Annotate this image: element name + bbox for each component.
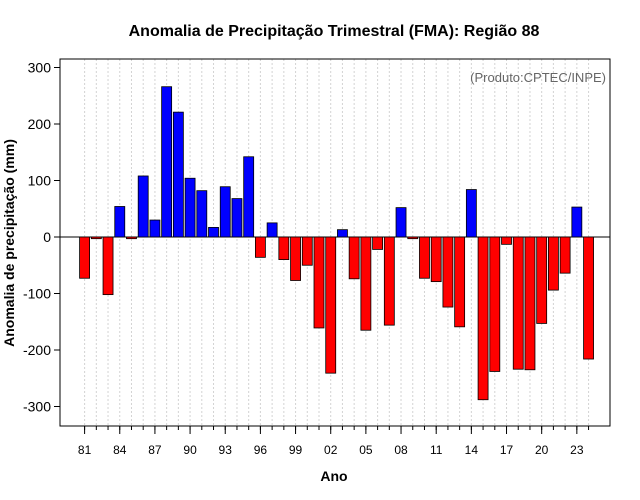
bar-2002 <box>325 236 337 374</box>
bar-2022 <box>559 236 571 274</box>
source-annotation: (Produto:CPTEC/INPE) <box>470 70 606 85</box>
y-tick-label: 300 <box>28 60 52 76</box>
bar-2021 <box>548 236 559 291</box>
bar-2007 <box>383 236 395 326</box>
bar-2005 <box>360 236 372 331</box>
x-tick-label: 90 <box>183 443 197 457</box>
bar-1984 <box>114 206 126 238</box>
bar-2018 <box>512 236 524 370</box>
y-axis-label: Anomalia de precipitação (mm) <box>1 139 17 347</box>
bar-1994 <box>231 198 243 238</box>
x-tick-label: 05 <box>359 443 373 457</box>
x-tick-label: 02 <box>324 443 338 457</box>
x-tick-label: 08 <box>394 443 408 457</box>
bar-2000 <box>301 236 313 266</box>
bar-2020 <box>536 236 548 324</box>
y-tick-label: -100 <box>23 286 51 302</box>
bar-1992 <box>208 226 219 238</box>
x-tick-label: 17 <box>500 443 514 457</box>
bar-2009 <box>407 236 419 240</box>
bars <box>79 86 594 401</box>
bar-2006 <box>372 236 384 250</box>
x-tick-label: 20 <box>535 443 549 457</box>
bar-1998 <box>278 236 290 261</box>
x-tick-label: 99 <box>289 443 303 457</box>
bar-1981 <box>79 236 90 279</box>
bar-1997 <box>266 222 278 238</box>
bar-2015 <box>477 236 489 401</box>
chart-title: Anomalia de Precipitação Trimestral (FMA… <box>129 23 540 40</box>
bar-1987 <box>149 219 161 238</box>
bar-2008 <box>395 207 407 238</box>
x-tick-label: 84 <box>113 443 127 457</box>
bar-2014 <box>465 189 477 238</box>
x-axis: 81 84 87 90 93 96 99 02 05 08 11 14 17 20 23 <box>78 426 590 457</box>
y-axis: -300 -200 -100 0 100 200 300 <box>23 60 60 415</box>
x-axis-label: Ano <box>320 468 347 484</box>
y-tick-label: 200 <box>28 116 52 132</box>
x-tick-label: 14 <box>465 443 479 457</box>
bar-1986 <box>137 175 149 238</box>
bar-2001 <box>313 236 325 329</box>
bar-1995 <box>243 156 255 238</box>
bar-2017 <box>501 236 512 245</box>
bar-2011 <box>430 236 442 283</box>
bar-2010 <box>419 236 430 279</box>
x-tick-label: 87 <box>148 443 162 457</box>
bar-1999 <box>290 236 301 281</box>
bar-1993 <box>219 186 231 238</box>
y-tick-label: 0 <box>43 229 51 245</box>
bar-2004 <box>348 236 360 280</box>
bar-1989 <box>172 111 184 238</box>
bar-1996 <box>254 236 266 258</box>
x-tick-label: 93 <box>219 443 233 457</box>
y-tick-label: -300 <box>23 399 51 415</box>
bar-1982 <box>90 236 102 240</box>
bar-1988 <box>161 86 173 238</box>
plot-frame <box>59 58 611 427</box>
bar-1991 <box>196 190 208 238</box>
bar-2019 <box>524 236 536 371</box>
bar-2003 <box>337 229 348 238</box>
x-tick-label: 23 <box>570 443 584 457</box>
y-tick-label: -200 <box>23 342 51 358</box>
bar-2024 <box>583 236 594 360</box>
x-tick-label: 96 <box>254 443 268 457</box>
bar-2012 <box>442 236 454 308</box>
bar-2016 <box>489 236 501 372</box>
bar-2013 <box>454 236 466 328</box>
x-tick-label: 81 <box>78 443 92 457</box>
bar-1985 <box>126 236 137 240</box>
y-tick-label: 100 <box>28 173 52 189</box>
bar-2023 <box>571 206 583 238</box>
bar-1990 <box>184 177 196 238</box>
x-tick-label: 11 <box>430 443 443 457</box>
bar-1983 <box>102 236 114 296</box>
